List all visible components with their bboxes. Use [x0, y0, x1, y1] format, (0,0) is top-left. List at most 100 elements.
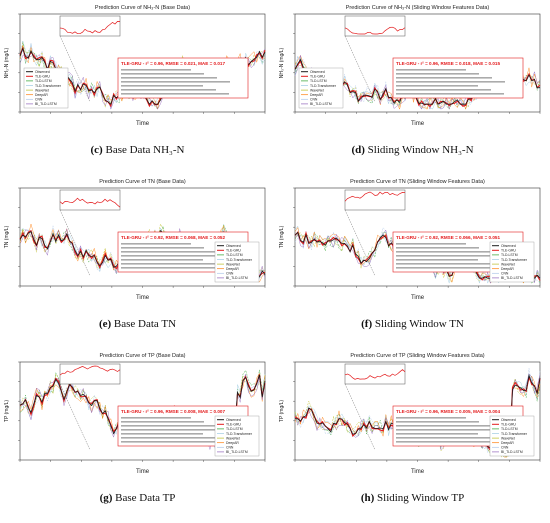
legend-entry: DeepAR [226, 441, 239, 445]
inset-connector [59, 209, 91, 277]
legend-box [489, 415, 535, 457]
legend-entry: WaveNet [501, 436, 515, 440]
legend-entry: WaveNet [310, 88, 324, 92]
legend-entry: TLD-Transformer [35, 84, 62, 88]
metrics-row [121, 417, 191, 419]
inset-box [344, 363, 406, 385]
metrics-row [396, 81, 505, 83]
caption-text: Sliding Window TP [377, 492, 465, 504]
legend-entry: TLD-LSTM [226, 427, 243, 431]
legend-entry: CNN [226, 446, 234, 450]
inset-box [344, 189, 406, 211]
chart-svg-c: Prediction Curve of NH₃-N (Base Data) NH₃… [4, 5, 266, 127]
metrics-row [121, 85, 203, 87]
legend-entry: Observed [35, 70, 50, 74]
metrics-row [396, 255, 505, 257]
metrics-row [396, 93, 504, 95]
legend-entry: Observed [501, 244, 516, 248]
legend-entry: TLE-GRU [501, 423, 516, 427]
legend-entry: TLD-Transformer [501, 258, 528, 262]
caption-d: (d) Sliding Window NH₃-N [275, 144, 550, 156]
caption-letter: (h) [360, 492, 375, 504]
legend-entry: TLE-GRU [501, 249, 516, 253]
metrics-row [396, 417, 466, 419]
chart-svg-h: Prediction Curve of TP (Sliding Window F… [279, 353, 541, 475]
caption-text: Sliding Window NH₃-N [367, 144, 474, 156]
legend-entry: DeepAR [310, 93, 323, 97]
metrics-headline: TLE-GRU - r² = 0.96, RMSE = 0.018, MAE =… [396, 61, 500, 66]
metrics-row [121, 81, 230, 83]
panel-f: Prediction Curve of TN (Sliding Window F… [275, 174, 550, 348]
x-axis-label: Time [136, 295, 150, 301]
legend-entry: CNN [501, 272, 509, 276]
metrics-row [396, 89, 491, 91]
inset-box [344, 15, 406, 37]
y-axis-label: NH₃-N (mg/L) [4, 47, 10, 78]
inset-line [59, 365, 121, 376]
x-axis-label: Time [411, 121, 425, 127]
metrics-row [396, 247, 479, 249]
caption-h: (h) Sliding Window TP [275, 492, 550, 504]
panel-h: Prediction Curve of TP (Sliding Window F… [275, 348, 550, 522]
metrics-headline: TLE-GRU - r² = 0.92, RMSE = 0.066, MAE =… [396, 235, 500, 240]
y-axis-label: TP (mg/L) [279, 400, 285, 422]
legend-entry: WaveNet [35, 88, 49, 92]
legend-entry: TLE-GRU [310, 75, 325, 79]
legend-entry: BI_TLD-LSTM [226, 450, 248, 454]
legend-entry: CNN [501, 446, 509, 450]
metrics-row [396, 259, 478, 261]
legend-box [298, 67, 344, 109]
caption-text: Base Data TN [113, 318, 177, 330]
legend-entry: TLE-GRU [35, 75, 50, 79]
x-axis-label: Time [411, 295, 425, 301]
panel-g: Prediction Curve of TP (Base Data) TP (mg… [0, 348, 275, 522]
chart-svg-d: Prediction Curve of NH₃-N (Sliding Windo… [279, 5, 541, 127]
legend-box [214, 415, 260, 457]
inset-connector [344, 35, 376, 103]
legend-entry: WaveNet [226, 262, 240, 266]
inset-line [59, 197, 121, 208]
panel-c: Prediction Curve of NH₃-N (Base Data) NH₃… [0, 0, 275, 174]
inset-line [344, 369, 406, 380]
metrics-row [396, 437, 491, 439]
metrics-row [121, 251, 217, 253]
caption-letter: (c) [90, 144, 103, 156]
metrics-row [121, 255, 230, 257]
legend-entry: WaveNet [226, 436, 240, 440]
caption-e: (e) Base Data TN [0, 318, 275, 330]
chart-title: Prediction Curve of TN (Base Data) [99, 179, 186, 185]
caption-letter: (e) [98, 318, 112, 330]
metrics-headline: TLE-GRU - r² = 0.96, RMSE = 0.005, MAE =… [396, 409, 500, 414]
metrics-row [396, 77, 492, 79]
inset-box [59, 363, 121, 385]
caption-text: Sliding Window TN [374, 318, 464, 330]
inset-connector [344, 209, 376, 277]
inset-box [59, 15, 121, 37]
y-axis-label: NH₃-N (mg/L) [279, 47, 285, 78]
chart-title: Prediction Curve of NH₃-N (Sliding Windo… [346, 5, 490, 11]
chart-svg-e: Prediction Curve of TN (Base Data) TN (mg… [4, 179, 266, 301]
legend-entry: Observed [310, 70, 325, 74]
legend-entry: TLD-Transformer [310, 84, 337, 88]
legend-entry: DeepAR [35, 93, 48, 97]
legend-entry: TLD-LSTM [35, 79, 52, 83]
metrics-row [396, 425, 492, 427]
caption-c: (c) Base Data NH₃-N [0, 144, 275, 156]
caption-f: (f) Sliding Window TN [275, 318, 550, 330]
legend-entry: BI_TLD-LSTM [501, 450, 523, 454]
metrics-row [121, 421, 204, 423]
legend-entry: DeepAR [501, 441, 514, 445]
metrics-row [396, 433, 478, 435]
inset-connector [59, 383, 91, 451]
legend-entry: TLD-Transformer [226, 258, 253, 262]
legend-entry: BI_TLD-LSTM [501, 276, 523, 280]
inset-line [344, 26, 406, 35]
legend-entry: CNN [310, 98, 318, 102]
metrics-row [121, 441, 229, 443]
y-axis-label: TP (mg/L) [4, 400, 10, 422]
x-axis-label: Time [411, 469, 425, 475]
inset-connector [59, 35, 91, 103]
panel-d: Prediction Curve of NH₃-N (Sliding Windo… [275, 0, 550, 174]
legend-entry: TLD-LSTM [501, 427, 518, 431]
metrics-row [121, 425, 217, 427]
